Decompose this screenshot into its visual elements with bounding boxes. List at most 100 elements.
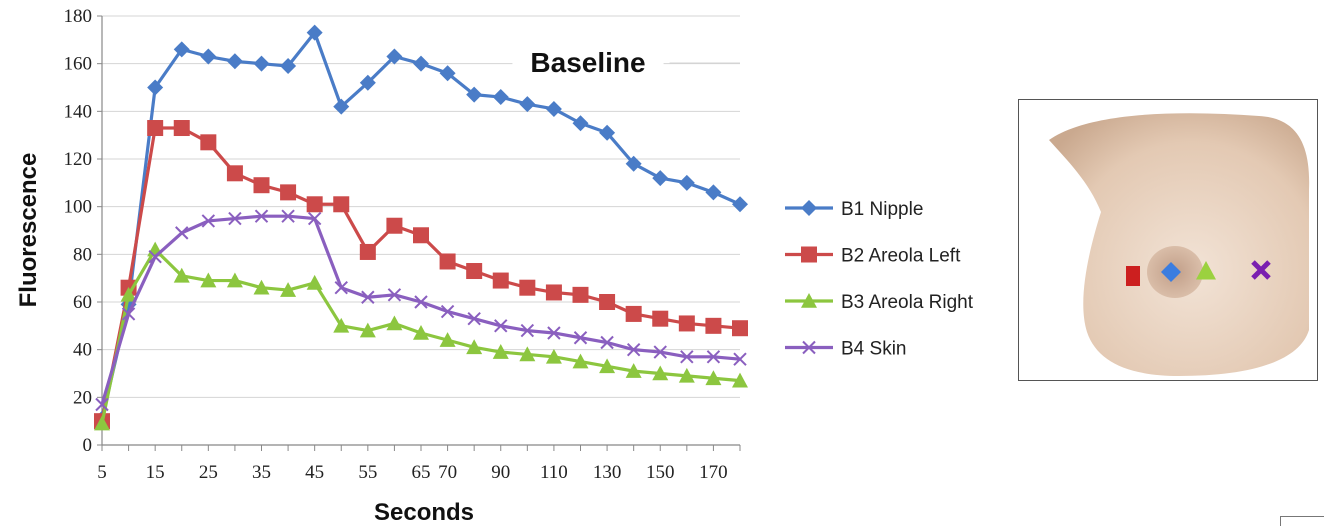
marker-stroke [95, 397, 109, 412]
data-point [307, 211, 322, 226]
data-point [147, 120, 164, 137]
corner-frame [1280, 516, 1324, 526]
y-tick-label: 20 [73, 387, 92, 408]
data-point [678, 315, 695, 332]
grid-lines [102, 15, 740, 398]
marker-stroke [121, 307, 136, 321]
series-line [100, 126, 741, 422]
marker-stroke [494, 319, 508, 333]
data-point [253, 177, 270, 194]
data-point [625, 305, 642, 322]
data-point [226, 53, 243, 70]
legend-marker [801, 246, 817, 263]
data-point [226, 272, 243, 288]
data-point [94, 415, 110, 431]
y-tick-label: 160 [64, 54, 93, 75]
x-tick-label: 130 [593, 462, 622, 483]
data-point [120, 286, 137, 302]
data-point [494, 319, 508, 333]
data-point [573, 331, 588, 345]
y-tick-label: 0 [83, 435, 93, 456]
data-point [439, 65, 456, 82]
data-point [333, 98, 350, 115]
y-tick-label: 100 [64, 197, 93, 218]
data-point [253, 279, 270, 295]
data-point [599, 358, 616, 374]
data-point [175, 226, 189, 240]
data-point [147, 79, 164, 96]
x-tick-label: 15 [146, 462, 165, 483]
x-tick-label: 150 [646, 462, 675, 483]
legend-label: B2 Areola Left [841, 246, 961, 267]
data-point [173, 41, 190, 58]
data-point [439, 332, 456, 347]
data-point [439, 253, 456, 270]
marker-stroke [626, 342, 641, 357]
data-point [732, 196, 748, 213]
data-point [520, 323, 535, 338]
data-point [359, 74, 376, 91]
data-point [545, 284, 562, 301]
data-point [359, 243, 376, 260]
data-point [600, 335, 614, 350]
data-point [253, 55, 270, 72]
data-point [440, 304, 455, 319]
x-tick-label: 45 [305, 462, 324, 483]
x-axis-title: Seconds [374, 499, 474, 526]
inset-markers [1126, 260, 1271, 286]
x-tick-label: 55 [358, 462, 377, 483]
data-point [414, 295, 428, 309]
data-point [545, 348, 562, 364]
legend-label: B1 Nipple [841, 199, 923, 220]
data-point [280, 58, 297, 75]
marker-stroke [361, 290, 375, 304]
x-tick-label: 110 [540, 462, 568, 483]
data-point [121, 307, 136, 321]
data-point [147, 241, 164, 257]
data-point [572, 286, 589, 303]
inset-marker-triangle [1196, 261, 1216, 280]
data-point [547, 326, 561, 340]
marker-stroke [254, 209, 269, 223]
y-tick-label: 140 [64, 101, 93, 122]
data-point [467, 311, 481, 326]
series-line [100, 214, 741, 405]
data-point [466, 339, 483, 355]
data-point [386, 315, 403, 331]
data-point [148, 250, 162, 264]
data-point [678, 174, 695, 191]
legend-marker [801, 293, 817, 308]
data-point [226, 165, 243, 182]
data-point [173, 267, 190, 283]
marker-stroke [175, 226, 189, 240]
data-point [333, 196, 350, 213]
x-tick-label: 5 [97, 462, 107, 483]
legend-marker [801, 200, 817, 216]
marker-stroke [334, 280, 348, 295]
breast-illustration [1049, 113, 1310, 376]
y-axis-title: Fluorescence [15, 153, 42, 308]
inset-marker-x [1251, 260, 1271, 280]
legend-marker [802, 340, 816, 355]
data-point [466, 86, 483, 103]
data-point [200, 134, 217, 151]
data-point [413, 324, 429, 340]
data-point [599, 124, 616, 141]
x-tick-label: 65 [412, 462, 431, 483]
data-point [519, 346, 536, 362]
data-point [200, 272, 217, 288]
data-point [705, 370, 722, 386]
marker-stroke [281, 209, 295, 223]
data-point [572, 115, 589, 132]
title-backdrop [512, 40, 664, 82]
data-point [545, 100, 562, 117]
inset-marker-diamond [1161, 262, 1181, 282]
data-point [492, 344, 509, 359]
x-tick-label: 90 [491, 462, 510, 483]
breast-diagram-inset [1018, 99, 1318, 381]
data-point [386, 48, 403, 65]
data-point [733, 352, 747, 366]
data-point [361, 290, 375, 304]
legend-label: B3 Areola Right [841, 292, 974, 313]
data-point [653, 345, 667, 359]
